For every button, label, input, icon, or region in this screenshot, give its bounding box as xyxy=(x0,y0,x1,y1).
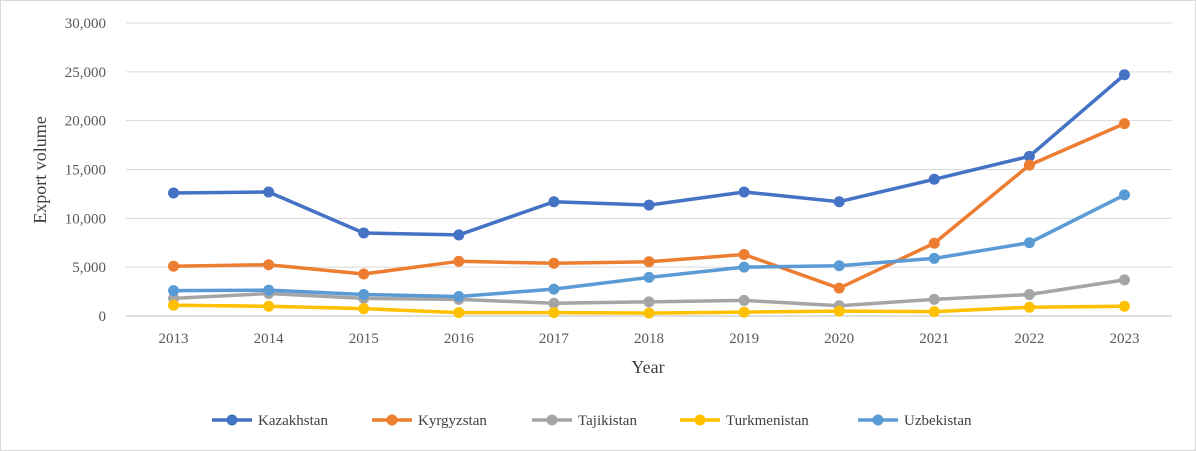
legend-item: Kazakhstan xyxy=(212,413,328,429)
series-uzbekistan xyxy=(168,189,1130,302)
x-tick-label: 2022 xyxy=(1014,331,1044,347)
legend-swatch-marker xyxy=(546,414,558,426)
data-point xyxy=(833,260,845,272)
x-axis-title: Year xyxy=(631,357,664,377)
legend-item: Tajikistan xyxy=(532,413,637,429)
data-point xyxy=(358,227,370,239)
legend-swatch-marker xyxy=(872,414,884,426)
y-tick-label: 20,000 xyxy=(65,114,106,130)
legend-label: Kyrgyzstan xyxy=(418,413,487,429)
data-point xyxy=(358,268,370,280)
data-point xyxy=(738,248,750,260)
series-kazakhstan xyxy=(168,69,1130,241)
data-point xyxy=(263,259,275,271)
y-tick-label: 5,000 xyxy=(72,260,106,276)
x-tick-label: 2019 xyxy=(729,331,759,347)
x-tick-label: 2020 xyxy=(824,331,854,347)
data-point xyxy=(833,282,845,294)
legend-label: Kazakhstan xyxy=(258,413,328,429)
x-tick-label: 2014 xyxy=(254,331,285,347)
data-point xyxy=(738,261,750,273)
legend-swatch-marker xyxy=(226,414,238,426)
y-tick-label: 25,000 xyxy=(65,65,106,81)
data-point xyxy=(928,237,940,249)
x-tick-label: 2016 xyxy=(444,331,475,347)
data-point xyxy=(1118,274,1130,286)
data-point xyxy=(453,307,465,319)
data-point xyxy=(358,303,370,315)
y-tick-label: 30,000 xyxy=(65,16,106,32)
x-tick-label: 2017 xyxy=(539,331,570,347)
legend-item: Kyrgyzstan xyxy=(372,413,487,429)
x-tick-label: 2013 xyxy=(159,331,189,347)
data-point xyxy=(453,290,465,302)
data-point xyxy=(548,257,560,269)
data-point xyxy=(548,307,560,319)
data-point xyxy=(1118,300,1130,312)
data-point xyxy=(263,186,275,198)
data-point xyxy=(643,256,655,268)
data-point xyxy=(168,187,180,199)
data-point xyxy=(928,293,940,305)
legend-swatch-marker xyxy=(386,414,398,426)
data-point xyxy=(1023,301,1035,313)
data-point xyxy=(168,260,180,272)
data-point xyxy=(1118,189,1130,201)
legend-label: Tajikistan xyxy=(578,413,637,429)
series-kyrgyzstan xyxy=(168,118,1130,294)
data-point xyxy=(1023,289,1035,301)
data-point xyxy=(263,300,275,312)
data-point xyxy=(453,255,465,267)
data-point xyxy=(738,306,750,318)
legend-label: Turkmenistan xyxy=(726,413,809,429)
y-axis-title: Export volume xyxy=(30,116,50,223)
x-tick-label: 2015 xyxy=(349,331,379,347)
data-point xyxy=(643,199,655,211)
x-tick-label: 2018 xyxy=(634,331,664,347)
series-lines xyxy=(168,69,1130,319)
data-point xyxy=(928,306,940,318)
y-tick-label: 15,000 xyxy=(65,163,106,179)
x-tick-label: 2023 xyxy=(1109,331,1139,347)
data-point xyxy=(548,297,560,309)
data-point xyxy=(168,285,180,297)
data-point xyxy=(548,283,560,295)
data-point xyxy=(643,296,655,308)
legend-swatch-marker xyxy=(694,414,706,426)
legend-item: Uzbekistan xyxy=(858,413,972,429)
series-turkmenistan xyxy=(168,299,1130,319)
y-tick-label: 0 xyxy=(99,309,107,325)
data-point xyxy=(833,196,845,208)
data-point xyxy=(643,307,655,319)
data-point xyxy=(263,284,275,296)
y-tick-label: 10,000 xyxy=(65,211,106,227)
data-point xyxy=(738,294,750,306)
data-point xyxy=(168,299,180,311)
series-line xyxy=(171,73,1127,237)
data-point xyxy=(928,173,940,185)
data-point xyxy=(1118,69,1130,81)
y-tick-labels: 0 5,000 10,000 15,000 20,000 25,000 30,000 xyxy=(65,16,106,325)
data-point xyxy=(548,196,560,208)
data-point xyxy=(833,305,845,317)
data-point xyxy=(1118,118,1130,130)
data-point xyxy=(928,252,940,264)
data-point xyxy=(738,186,750,198)
legend-item: Turkmenistan xyxy=(680,413,809,429)
legend: Kazakhstan Kyrgyzstan Tajikistan Turkmenist… xyxy=(212,413,972,429)
data-point xyxy=(1023,237,1035,249)
data-point xyxy=(1023,150,1035,162)
x-tick-label: 2021 xyxy=(919,331,949,347)
x-tick-labels: 2013 2014 2015 2016 2017 2018 2019 2020 2021 2022… xyxy=(159,331,1140,347)
legend-label: Uzbekistan xyxy=(904,413,972,429)
data-point xyxy=(1023,159,1035,171)
data-point xyxy=(643,271,655,283)
data-point xyxy=(453,229,465,241)
data-point xyxy=(358,289,370,301)
